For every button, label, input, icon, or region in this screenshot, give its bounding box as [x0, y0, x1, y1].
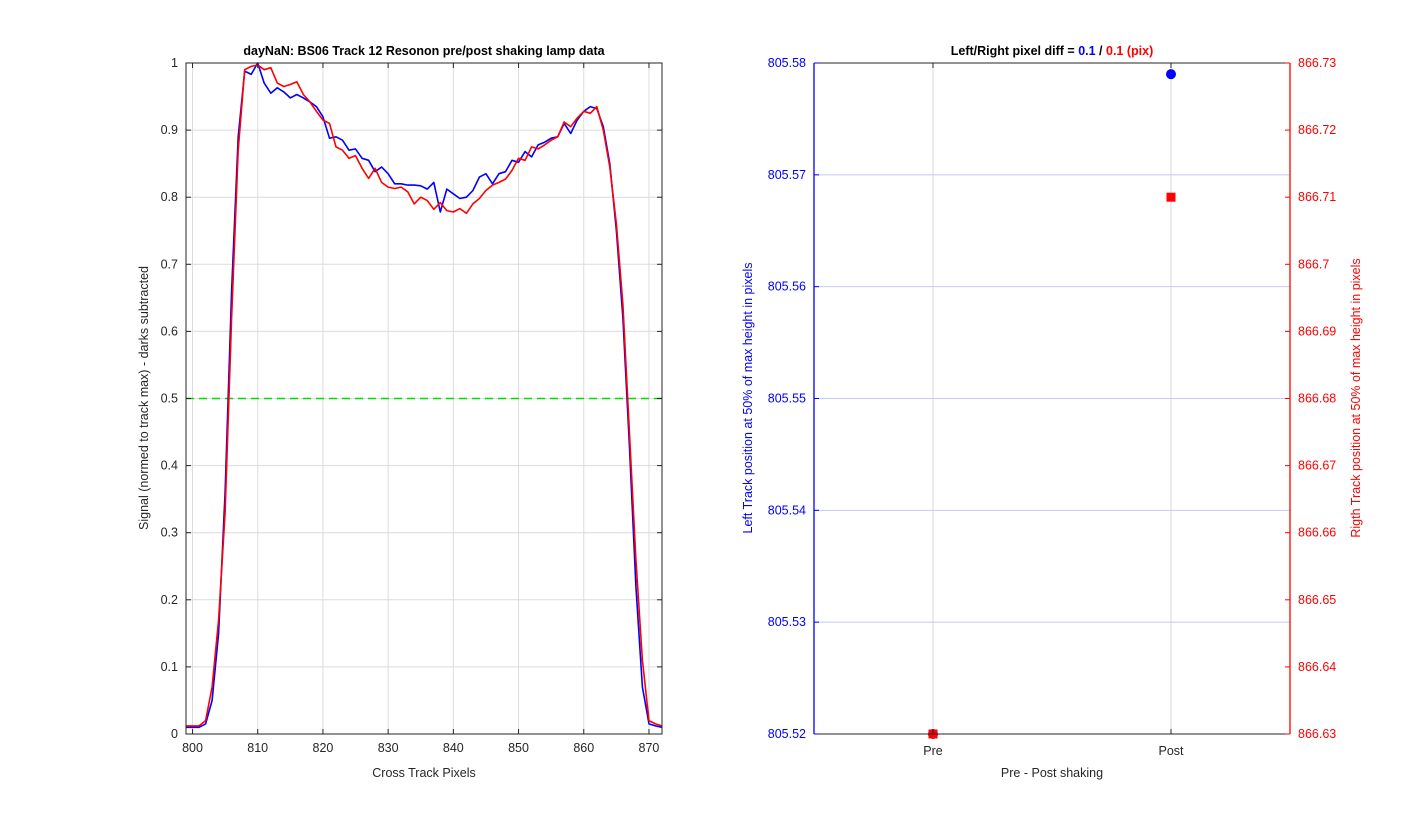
left-y-tick-label: 805.57	[768, 168, 806, 182]
chart-title-2: Left/Right pixel diff = 0.1 / 0.1 (pix)	[951, 44, 1154, 58]
left-y-tick-label: 805.53	[768, 615, 806, 629]
title-separator: /	[1096, 44, 1106, 58]
right-track-point	[1166, 192, 1176, 202]
left-track-point	[1166, 69, 1176, 80]
signal-profile-chart: dayNaN: BS06 Track 12 Resonon pre/post s…	[137, 44, 663, 780]
chart-title: dayNaN: BS06 Track 12 Resonon pre/post s…	[243, 44, 605, 58]
y-tick-label: 0.2	[161, 593, 178, 607]
left-y-axis-label: Left Track position at 50% of max height…	[741, 263, 755, 534]
right-y-tick-label: 866.7	[1298, 257, 1329, 271]
y-axis-label: Signal (normed to track max) - darks sub…	[137, 266, 151, 530]
right-y-tick-label: 866.72	[1298, 123, 1336, 137]
y-tick-label: 0.7	[161, 257, 178, 271]
title-right-diff: 0.1 (pix)	[1106, 44, 1153, 58]
left-y-tick-label: 805.52	[768, 727, 806, 741]
right-y-tick-label: 866.64	[1298, 660, 1336, 674]
title-left-diff: 0.1	[1078, 44, 1095, 58]
right-y-tick-label: 866.73	[1298, 56, 1336, 70]
axis-ticks: 800 810 820 830 840 850 860 870 0 0.1 0.2 0.3 0.4 0.5…	[161, 56, 662, 755]
axis-ticks: Pre Post 805.52 805.53 805.54 805.55 805.56 805…	[768, 56, 1337, 758]
x-tick-label: 800	[182, 741, 203, 755]
right-y-tick-label: 866.63	[1298, 727, 1336, 741]
y-tick-label: 0.3	[161, 526, 178, 540]
x-tick-label: 830	[378, 741, 399, 755]
title-prefix: Left/Right pixel diff =	[951, 44, 1078, 58]
x-tick-label: 810	[247, 741, 268, 755]
right-y-tick-label: 866.65	[1298, 593, 1336, 607]
y-tick-label: 0.8	[161, 190, 178, 204]
left-y-tick-label: 805.58	[768, 56, 806, 70]
x-axis-label-2: Pre - Post shaking	[1001, 766, 1103, 780]
x-tick-label: 860	[573, 741, 594, 755]
x-axis-label: Cross Track Pixels	[372, 766, 476, 780]
y-tick-label: 1	[171, 56, 178, 70]
right-y-tick-label: 866.68	[1298, 392, 1336, 406]
right-y-tick-label: 866.69	[1298, 324, 1336, 338]
x-tick-label: 870	[639, 741, 660, 755]
x-tick-label: 820	[313, 741, 334, 755]
position-diff-chart: Left/Right pixel diff = 0.1 / 0.1 (pix) …	[741, 44, 1363, 780]
left-y-tick-label: 805.56	[768, 280, 806, 294]
y-tick-label: 0	[171, 727, 178, 741]
series-group	[186, 62, 663, 729]
y-tick-label: 0.9	[161, 123, 178, 137]
x-tick-label: 850	[508, 741, 529, 755]
right-y-tick-label: 866.71	[1298, 190, 1336, 204]
left-y-tick-label: 805.54	[768, 503, 806, 517]
y-tick-label: 0.6	[161, 324, 178, 338]
right-y-tick-label: 866.67	[1298, 459, 1336, 473]
x-tick-label: Pre	[923, 744, 943, 758]
y-tick-label: 0.5	[161, 392, 178, 406]
right-y-tick-label: 866.66	[1298, 526, 1336, 540]
y-tick-label: 0.1	[161, 660, 178, 674]
x-tick-label: Post	[1158, 744, 1184, 758]
right-y-axis-label: Rigth Track position at 50% of max heigh…	[1349, 258, 1363, 537]
x-tick-label: 840	[443, 741, 464, 755]
left-y-tick-label: 805.55	[768, 392, 806, 406]
post-shaking-line	[186, 64, 663, 727]
y-tick-label: 0.4	[161, 459, 178, 473]
